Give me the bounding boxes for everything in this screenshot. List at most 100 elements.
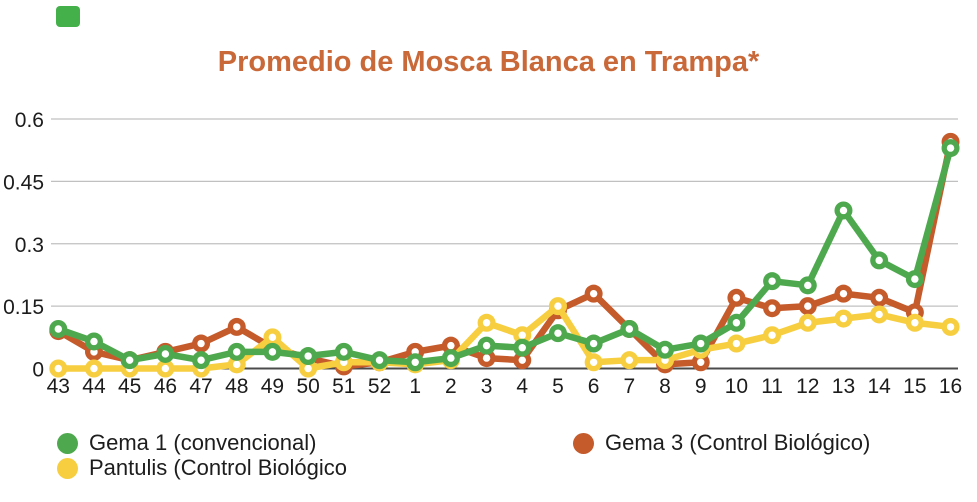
data-point-hole xyxy=(304,364,312,373)
x-tick-label: 11 xyxy=(761,375,783,398)
x-tick-label: 52 xyxy=(368,375,391,398)
data-point-hole xyxy=(768,331,776,339)
x-tick-label: 14 xyxy=(867,375,891,398)
x-tick-label: 10 xyxy=(725,375,748,398)
x-tick-label: 43 xyxy=(47,375,70,398)
y-tick-label: 0.15 xyxy=(3,296,44,319)
data-point-hole xyxy=(589,289,598,298)
data-point-hole xyxy=(197,356,205,364)
chart-title: Promedio de Mosca Blanca en Trampa* xyxy=(217,46,760,78)
data-point-hole xyxy=(482,319,491,327)
x-tick-label: 4 xyxy=(516,375,528,398)
data-point-hole xyxy=(875,294,883,302)
data-point-hole xyxy=(697,358,705,366)
data-point-hole xyxy=(518,356,526,364)
pantulis-legend-dot xyxy=(57,457,78,479)
gema-1-legend-label: Gema 1 (convencional) xyxy=(89,430,317,455)
y-tick-label: 0 xyxy=(32,359,44,382)
x-tick-label: 47 xyxy=(189,375,212,398)
data-point-hole xyxy=(161,364,170,373)
data-point-hole xyxy=(768,277,776,285)
legend-item-pantulis: Pantulis (Control Biológico xyxy=(57,456,347,480)
data-point-hole xyxy=(554,302,562,310)
data-point-hole xyxy=(625,356,634,364)
x-tick-label: 1 xyxy=(409,375,421,398)
data-point-hole xyxy=(804,319,812,327)
pantulis-legend-label: Pantulis (Control Biológico xyxy=(89,455,348,480)
gema-3-legend-dot xyxy=(573,432,594,454)
data-point-hole xyxy=(839,206,848,215)
x-tick-label: 3 xyxy=(481,375,493,398)
y-tick-label: 0.6 xyxy=(15,109,44,132)
x-tick-label: 44 xyxy=(82,375,106,398)
x-tick-label: 51 xyxy=(332,375,355,398)
data-point-hole xyxy=(447,341,455,350)
data-point-hole xyxy=(268,348,277,356)
x-tick-label: 6 xyxy=(588,375,600,398)
x-tick-label: 5 xyxy=(552,375,564,398)
data-point-hole xyxy=(732,319,741,327)
data-point-hole xyxy=(304,352,312,360)
data-point-hole xyxy=(518,331,526,339)
data-point-hole xyxy=(233,323,241,331)
data-point-hole xyxy=(589,339,598,348)
data-point-hole xyxy=(268,333,277,342)
data-point-hole xyxy=(447,354,455,362)
data-point-hole xyxy=(625,325,634,333)
data-point-hole xyxy=(233,348,241,356)
data-point-hole xyxy=(233,360,241,369)
data-point-hole xyxy=(875,256,883,265)
data-point-hole xyxy=(839,289,848,298)
x-tick-label: 13 xyxy=(832,375,855,398)
data-point-hole xyxy=(911,275,919,283)
data-point-hole xyxy=(839,314,848,323)
x-tick-label: 46 xyxy=(154,375,177,398)
x-tick-label: 48 xyxy=(225,375,248,398)
data-point-hole xyxy=(732,339,741,348)
gema-1-legend-dot xyxy=(57,432,78,454)
data-point-hole xyxy=(340,348,348,356)
x-tick-label: 16 xyxy=(939,375,962,398)
x-tick-label: 9 xyxy=(695,375,707,398)
data-point-hole xyxy=(804,281,812,290)
data-point-hole xyxy=(554,329,562,337)
x-tick-label: 49 xyxy=(261,375,284,398)
data-point-hole xyxy=(589,358,598,366)
data-point-hole xyxy=(732,294,741,302)
x-tick-label: 8 xyxy=(659,375,671,398)
data-point-hole xyxy=(161,350,170,358)
data-point-hole xyxy=(946,144,955,152)
data-point-hole xyxy=(946,323,955,331)
gema-3-legend-label: Gema 3 (Control Biológico) xyxy=(605,430,871,455)
data-point-hole xyxy=(411,358,419,366)
data-point-hole xyxy=(90,364,98,373)
x-tick-label: 2 xyxy=(445,375,457,398)
data-point-hole xyxy=(875,310,883,319)
data-point-hole xyxy=(661,346,669,354)
series-line-gema-3 xyxy=(55,138,954,370)
x-tick-label: 50 xyxy=(296,375,319,398)
data-point-hole xyxy=(768,304,776,312)
x-tick-label: 15 xyxy=(903,375,926,398)
data-point-hole xyxy=(197,339,205,348)
data-point-hole xyxy=(54,325,62,333)
legend-item-gema-3: Gema 3 (Control Biológico) xyxy=(573,431,870,455)
data-point-hole xyxy=(804,302,812,310)
y-tick-label: 0.3 xyxy=(15,234,44,257)
data-point-hole xyxy=(375,356,384,364)
data-point-hole xyxy=(911,319,919,327)
data-point-hole xyxy=(482,354,491,362)
data-point-hole xyxy=(518,344,526,352)
x-tick-label: 7 xyxy=(623,375,635,398)
x-tick-label: 12 xyxy=(796,375,819,398)
data-point-hole xyxy=(697,339,705,348)
data-point-hole xyxy=(482,341,491,350)
data-point-hole xyxy=(125,356,134,364)
data-point-hole xyxy=(54,364,62,373)
x-tick-label: 45 xyxy=(118,375,141,398)
legend-item-gema-1: Gema 1 (convencional) xyxy=(57,431,316,455)
green-square-mark xyxy=(56,6,80,27)
data-point-hole xyxy=(90,337,98,346)
